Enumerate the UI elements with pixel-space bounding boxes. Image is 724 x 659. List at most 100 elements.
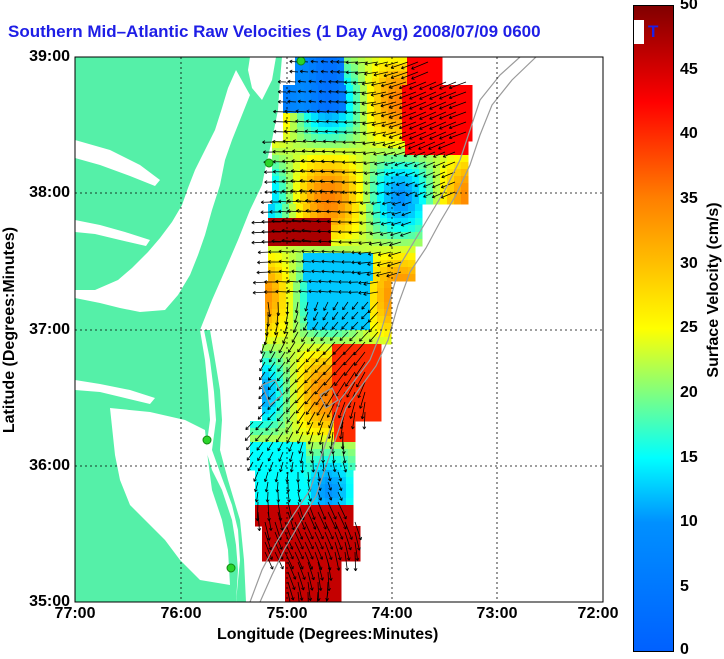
field-cell <box>276 505 284 513</box>
velocity-arrow <box>348 220 362 225</box>
field-cell <box>318 414 326 422</box>
field-cell <box>391 176 399 184</box>
field-cell <box>339 92 347 100</box>
field-cell <box>454 190 462 198</box>
velocity-arrow <box>323 301 329 311</box>
field-cell <box>299 435 307 443</box>
field-cell <box>415 204 423 212</box>
field-cell <box>302 64 310 72</box>
field-cell <box>352 239 360 247</box>
velocity-arrow <box>388 121 407 129</box>
field-cell <box>342 295 350 303</box>
field-cell <box>290 512 298 520</box>
velocity-arrow <box>348 200 362 205</box>
field-cell <box>374 134 382 142</box>
field-cell <box>415 232 423 240</box>
velocity-arrow <box>273 109 287 114</box>
colorbar-tick: 25 <box>680 319 698 336</box>
field-cell <box>271 442 279 450</box>
velocity-arrow <box>305 119 317 124</box>
field-cell <box>282 239 290 247</box>
velocity-arrow <box>362 131 377 136</box>
field-cell <box>334 589 342 597</box>
field-cell <box>377 148 385 156</box>
velocity-arrow <box>281 228 302 233</box>
field-cell <box>359 225 367 233</box>
field-cell <box>377 281 385 289</box>
field-cell <box>461 183 469 191</box>
field-cell <box>290 386 298 394</box>
field-cell <box>317 225 325 233</box>
velocity-vectors <box>244 59 467 602</box>
velocity-arrow <box>311 461 316 473</box>
field-cell <box>454 176 462 184</box>
field-cell <box>323 57 331 65</box>
field-cell <box>304 365 312 373</box>
field-cell <box>440 190 448 198</box>
velocity-arrow <box>423 181 436 188</box>
field-cell <box>318 540 326 548</box>
velocity-arrow <box>332 311 339 321</box>
field-cell <box>272 197 280 205</box>
velocity-arrow <box>348 210 362 215</box>
field-cell <box>297 526 305 534</box>
field-cell <box>318 505 326 513</box>
field-cell <box>360 344 368 352</box>
field-cell <box>310 211 318 219</box>
field-cell <box>290 498 298 506</box>
field-cell <box>366 253 374 261</box>
field-cell <box>262 491 270 499</box>
field-cell <box>335 337 343 345</box>
field-cell <box>346 414 354 422</box>
field-cell <box>257 449 265 457</box>
velocity-arrow <box>411 61 429 70</box>
field-cell <box>360 113 368 121</box>
field-cell <box>359 267 367 275</box>
field-cell <box>303 239 311 247</box>
field-cell <box>349 281 357 289</box>
field-cell <box>365 78 373 86</box>
velocity-arrow <box>331 269 342 274</box>
field-cell <box>332 477 340 485</box>
velocity-arrow <box>324 531 334 550</box>
velocity-arrow <box>311 269 322 274</box>
field-cell <box>283 358 291 366</box>
field-cell <box>334 449 342 457</box>
field-cell <box>339 477 347 485</box>
velocity-arrow <box>273 129 287 134</box>
field-cell <box>262 533 270 541</box>
velocity-arrow <box>295 361 306 373</box>
velocity-arrow <box>318 279 329 284</box>
field-cell <box>269 526 277 534</box>
field-cell <box>292 421 300 429</box>
field-cell <box>349 155 357 163</box>
field-cell <box>394 246 402 254</box>
field-cell <box>342 169 350 177</box>
velocity-arrow <box>294 129 307 134</box>
velocity-arrow <box>272 139 286 144</box>
field-cell <box>265 330 273 338</box>
velocity-arrow <box>287 511 295 531</box>
field-cell <box>407 57 415 65</box>
field-cell <box>394 260 402 268</box>
field-cell <box>345 274 353 282</box>
velocity-arrow <box>309 169 326 173</box>
field-cell <box>426 148 434 156</box>
field-cell <box>300 330 308 338</box>
field-cell <box>269 379 277 387</box>
velocity-arrow <box>307 501 316 520</box>
field-cell <box>398 155 406 163</box>
field-cell <box>332 400 340 408</box>
field-cell <box>345 204 353 212</box>
field-cell <box>282 225 290 233</box>
velocity-arrow <box>334 531 343 550</box>
field-cell <box>282 274 290 282</box>
velocity-arrow <box>351 321 359 330</box>
field-cell <box>268 225 276 233</box>
velocity-arrow <box>297 591 300 602</box>
velocity-arrow <box>388 131 407 139</box>
field-cell <box>366 239 374 247</box>
velocity-arrow <box>301 269 312 274</box>
field-cell <box>346 491 354 499</box>
field-cell <box>325 120 333 128</box>
